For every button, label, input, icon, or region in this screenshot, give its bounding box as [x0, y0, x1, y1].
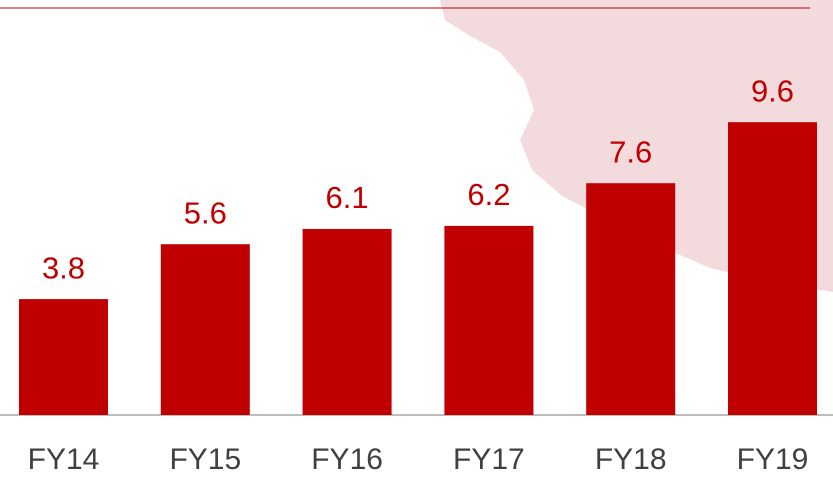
value-label: 6.1 — [326, 180, 369, 215]
value-label: 6.2 — [467, 177, 510, 212]
bar — [19, 299, 108, 415]
value-label: 5.6 — [184, 195, 227, 230]
x-tick-label: FY16 — [311, 443, 383, 476]
bar — [444, 225, 534, 415]
x-tick-label: FY15 — [169, 443, 241, 476]
bar — [728, 122, 817, 415]
value-label: 3.8 — [42, 250, 85, 285]
x-tick-label: FY14 — [28, 443, 100, 476]
bar — [302, 228, 392, 415]
bar — [160, 244, 250, 415]
x-tick-label: FY19 — [737, 443, 809, 476]
value-label: 7.6 — [609, 134, 652, 169]
bar — [586, 183, 676, 415]
x-tick-label: FY18 — [595, 443, 667, 476]
value-label: 9.6 — [751, 73, 794, 108]
x-tick-label: FY17 — [453, 443, 525, 476]
